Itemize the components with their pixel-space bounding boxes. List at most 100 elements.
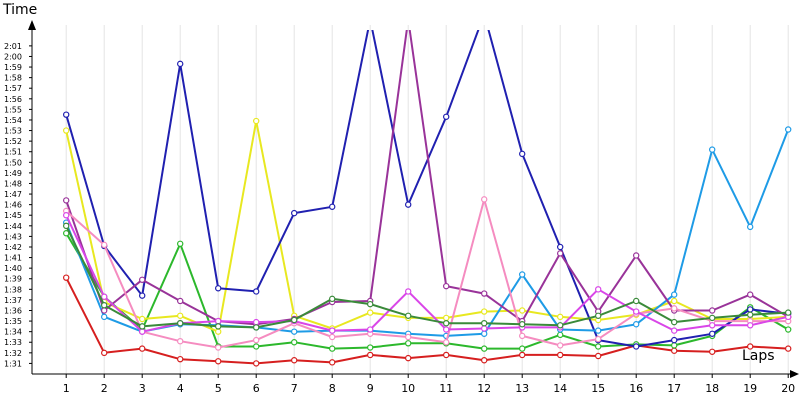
data-point <box>595 327 602 334</box>
series-line <box>65 120 789 333</box>
y-tick-label: 1:35 <box>4 317 22 326</box>
x-tick-label: 20 <box>781 382 795 395</box>
data-point <box>747 223 754 231</box>
data-point <box>481 319 488 327</box>
x-tick-label: 19 <box>743 382 757 395</box>
x-axis-title: Laps <box>742 348 775 364</box>
data-point <box>709 314 716 322</box>
data-point <box>138 292 146 299</box>
data-point <box>481 325 488 332</box>
y-tick-label: 1:51 <box>4 148 22 157</box>
data-point <box>633 297 640 305</box>
y-tick-label: 1:44 <box>4 222 22 231</box>
data-point <box>633 321 640 328</box>
data-point <box>519 307 526 314</box>
data-point <box>633 252 640 259</box>
data-point <box>557 351 564 359</box>
data-point <box>595 343 602 350</box>
series-3 <box>62 117 792 335</box>
data-point <box>709 307 716 314</box>
data-point <box>214 317 222 325</box>
data-point <box>557 331 564 339</box>
y-tick-label: 1:55 <box>4 105 22 114</box>
series-line <box>65 30 789 348</box>
data-point <box>747 311 754 318</box>
data-point <box>519 321 526 328</box>
data-point <box>671 291 678 298</box>
data-point <box>406 17 411 22</box>
y-tick-label: 1:45 <box>4 211 22 220</box>
x-tick-label: 3 <box>139 382 146 395</box>
data-point <box>519 345 526 352</box>
data-point <box>747 343 754 350</box>
data-point <box>214 328 222 335</box>
series-line <box>65 277 789 365</box>
y-tick-label: 1:37 <box>4 296 22 305</box>
data-point <box>176 355 184 363</box>
data-point <box>214 285 222 292</box>
y-tick-label: 1:59 <box>4 63 22 72</box>
y-tick-label: 1:54 <box>4 116 22 125</box>
data-point <box>100 349 108 357</box>
data-point <box>405 288 412 295</box>
data-point <box>329 359 336 366</box>
data-point <box>329 295 336 303</box>
y-tick-label: 1:40 <box>4 264 22 273</box>
series-7 <box>62 196 792 351</box>
data-point <box>671 297 678 305</box>
series-4 <box>62 30 792 350</box>
y-axis-title: Time <box>2 2 37 18</box>
x-tick-label: 11 <box>439 382 453 395</box>
x-tick-label: 10 <box>401 382 415 395</box>
data-point <box>405 340 412 347</box>
data-point <box>367 300 374 308</box>
data-point <box>747 322 754 329</box>
data-point <box>367 344 374 351</box>
data-point <box>405 312 412 319</box>
x-tick-label: 4 <box>177 382 184 395</box>
data-point <box>443 351 450 359</box>
data-point <box>557 250 564 257</box>
x-tick-label: 12 <box>477 382 491 395</box>
x-tick-label: 5 <box>215 382 222 395</box>
data-point <box>367 309 374 316</box>
data-point <box>557 243 564 251</box>
data-point <box>367 326 374 333</box>
data-point <box>329 345 336 352</box>
data-point <box>405 201 412 208</box>
data-point <box>138 345 146 352</box>
y-tick-label: 1:47 <box>4 190 22 199</box>
series-lines <box>62 17 792 367</box>
data-point <box>176 337 184 345</box>
x-tick-label: 14 <box>553 382 567 395</box>
data-point <box>62 212 70 219</box>
data-point <box>62 197 70 204</box>
x-tick-label: 13 <box>515 382 529 395</box>
data-point <box>62 222 70 230</box>
y-tick-label: 1:42 <box>4 243 22 252</box>
data-point <box>214 358 222 365</box>
x-tick-label: 16 <box>629 382 643 395</box>
data-point <box>443 339 450 346</box>
y-tick-label: 1:49 <box>4 169 22 178</box>
series-line <box>65 30 789 326</box>
data-point <box>253 336 260 344</box>
data-point <box>519 150 526 158</box>
data-point <box>595 352 602 360</box>
data-point <box>633 308 640 315</box>
data-point <box>138 328 146 335</box>
data-point <box>557 342 564 349</box>
y-tick-label: 1:39 <box>4 275 22 284</box>
data-point <box>709 146 716 153</box>
data-point <box>62 127 70 134</box>
x-tick-label: 17 <box>667 382 681 395</box>
y-tick-label: 1:56 <box>4 95 22 104</box>
y-tick-label: 1:53 <box>4 127 22 136</box>
series-1 <box>62 274 792 367</box>
data-point <box>138 315 146 323</box>
data-point <box>100 313 108 321</box>
data-point <box>519 332 526 340</box>
y-tick-label: 1:41 <box>4 254 22 263</box>
data-point <box>214 344 222 351</box>
x-axis-arrow <box>790 370 799 378</box>
